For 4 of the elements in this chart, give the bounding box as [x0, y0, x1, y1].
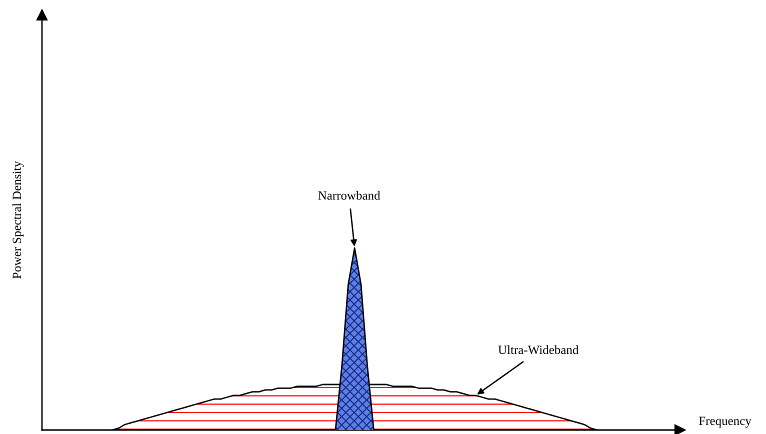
x-axis-title: Frequency — [698, 416, 752, 428]
text: Narrowband — [318, 190, 380, 200]
text: Ultra-Wideband — [498, 345, 579, 354]
y-axis-title: Power Spectral Density — [12, 161, 24, 279]
